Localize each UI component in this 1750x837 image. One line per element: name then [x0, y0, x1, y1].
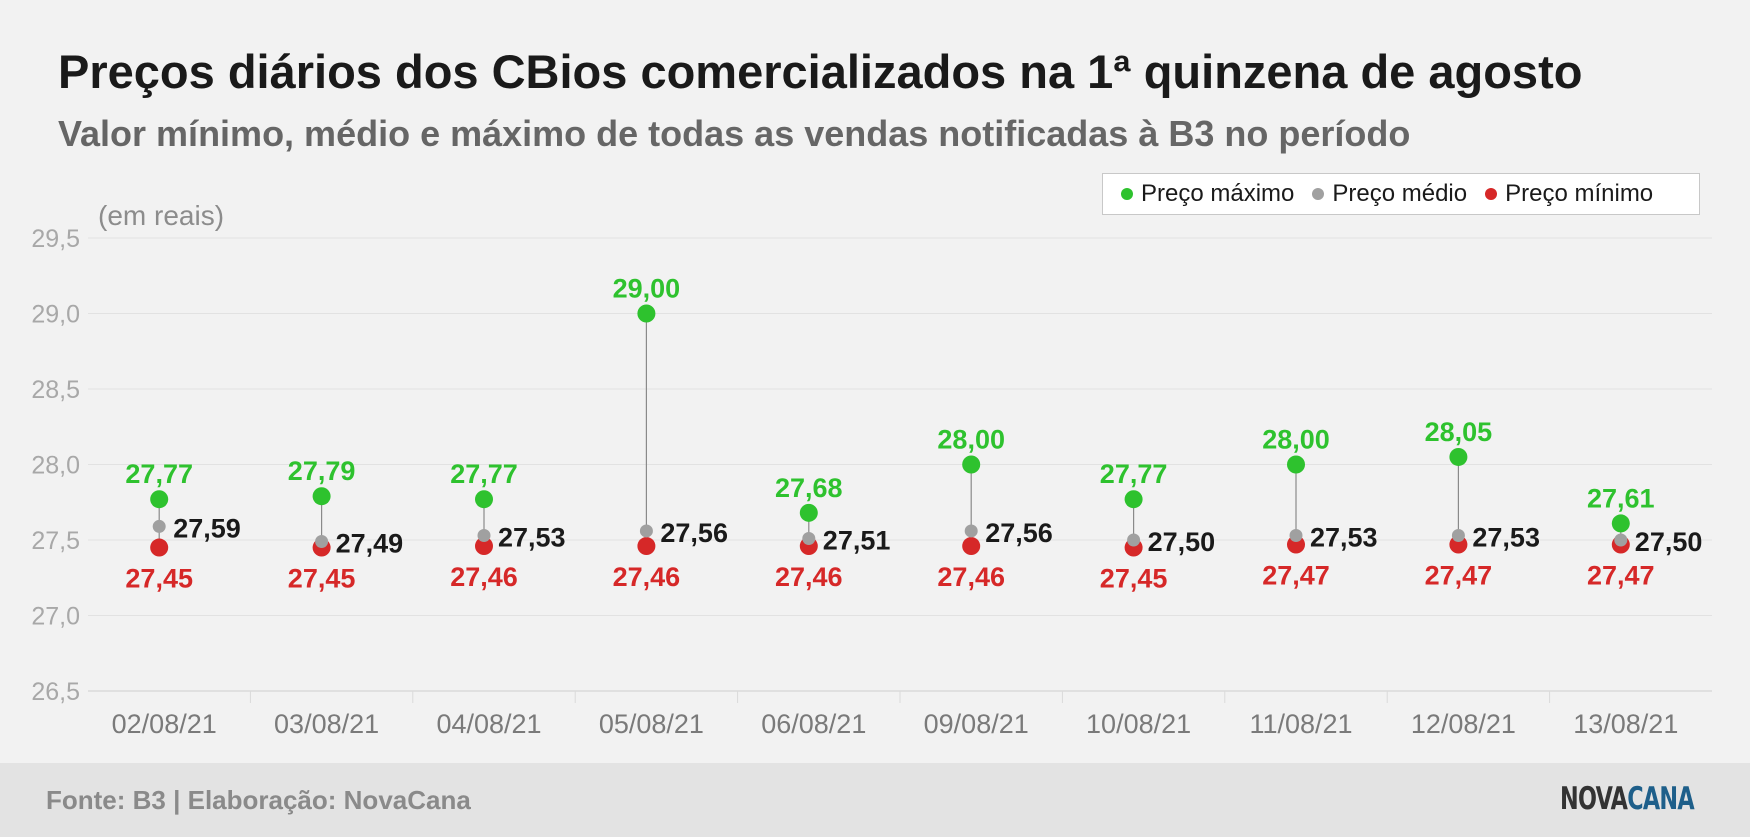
max-point: [962, 455, 981, 474]
min-point: [637, 537, 656, 556]
min-value-label: 27,47: [1262, 561, 1330, 591]
legend-item-min: Preço mínimo: [1485, 180, 1653, 208]
x-tick-label: 02/08/21: [112, 709, 217, 739]
avg-point: [1289, 528, 1303, 542]
min-value-label: 27,45: [125, 564, 193, 594]
max-point: [1611, 514, 1630, 533]
chart-plot: 29,5 29,0 28,5 28,0 27,5 27,0 26,5 02/08/21 03/0…: [31, 225, 1712, 739]
max-point: [1287, 455, 1305, 474]
max-point: [1124, 490, 1143, 509]
max-value-label: 29,00: [613, 274, 681, 304]
source-note: Fonte: B3 | Elaboração: NovaCana: [46, 785, 471, 815]
min-point: [962, 537, 981, 556]
chart-legend: Preço máximo Preço médio Preço mínimo: [1102, 173, 1700, 215]
avg-value-label: 27,51: [823, 525, 891, 555]
y-tick-label: 27,5: [31, 527, 80, 555]
max-value-label: 27,77: [125, 459, 193, 489]
x-tick-label: 03/08/21: [274, 709, 379, 739]
avg-value-label: 27,56: [660, 518, 728, 548]
novacana-logo: NOVACANA: [1560, 781, 1695, 817]
min-point: [475, 537, 493, 556]
max-value-label: 27,61: [1587, 483, 1655, 513]
avg-point: [152, 519, 166, 533]
max-point: [475, 490, 493, 509]
min-value-label: 27,47: [1587, 561, 1655, 591]
x-tick-label: 09/08/21: [924, 709, 1029, 739]
min-value-label: 27,45: [1100, 564, 1168, 594]
min-value-label: 27,46: [937, 562, 1005, 592]
y-tick-label: 27,0: [31, 603, 80, 631]
legend-dot-min: [1485, 188, 1498, 200]
footer: Fonte: B3 | Elaboração: NovaCana NOVACAN…: [0, 763, 1750, 837]
min-value-label: 27,46: [613, 562, 681, 592]
x-tick-label: 04/08/21: [436, 709, 541, 739]
x-tick-label: 13/08/21: [1573, 709, 1678, 739]
y-tick-label: 28,0: [31, 452, 80, 480]
max-value-label: 28,00: [1262, 425, 1330, 455]
max-value-label: 27,68: [775, 473, 843, 503]
max-point: [312, 487, 331, 506]
avg-value-label: 27,53: [498, 522, 566, 552]
max-point: [1449, 447, 1468, 466]
min-point: [150, 538, 169, 557]
avg-value-label: 27,50: [1148, 527, 1216, 557]
min-value-label: 27,46: [450, 562, 518, 592]
logo-part-nova: NOVA: [1560, 781, 1628, 817]
legend-label-avg: Preço médio: [1332, 180, 1468, 207]
min-value-label: 27,45: [288, 564, 356, 594]
legend-item-max: Preço máximo: [1121, 180, 1294, 208]
min-value-label: 27,47: [1425, 561, 1493, 591]
x-tick-label: 05/08/21: [599, 709, 704, 739]
x-tick-label: 12/08/21: [1411, 709, 1516, 739]
y-tick-label: 29,0: [31, 301, 80, 329]
avg-point: [477, 528, 491, 542]
chart-subtitle: Valor mínimo, médio e máximo de todas as…: [58, 113, 1411, 154]
x-tick-label: 11/08/21: [1249, 709, 1352, 739]
avg-value-label: 27,53: [1310, 522, 1378, 552]
avg-value-label: 27,49: [336, 529, 404, 559]
avg-value-label: 27,53: [1472, 522, 1540, 552]
avg-value-label: 27,50: [1635, 527, 1703, 557]
max-point: [799, 503, 818, 522]
max-value-label: 27,77: [450, 459, 518, 489]
min-value-label: 27,46: [775, 562, 843, 592]
avg-point: [315, 535, 329, 549]
avg-point: [964, 524, 978, 538]
logo-part-cana: CANA: [1627, 781, 1694, 817]
legend-dot-max: [1121, 188, 1133, 200]
avg-point: [1451, 528, 1465, 542]
avg-value-label: 27,59: [173, 513, 241, 543]
x-tick-label: 10/08/21: [1086, 709, 1191, 739]
avg-point: [802, 531, 816, 545]
y-unit-label: (em reais): [98, 200, 225, 231]
y-tick-label: 28,5: [31, 376, 80, 404]
max-point: [150, 490, 169, 509]
avg-point: [1614, 533, 1628, 547]
max-value-label: 28,00: [937, 425, 1005, 455]
legend-item-avg: Preço médio: [1312, 180, 1467, 208]
avg-value-label: 27,56: [985, 518, 1053, 548]
max-value-label: 28,05: [1425, 417, 1493, 447]
avg-point: [1127, 533, 1141, 547]
max-value-label: 27,77: [1100, 459, 1168, 489]
max-value-label: 27,79: [288, 456, 356, 486]
y-tick-label: 26,5: [31, 678, 80, 706]
legend-dot-avg: [1312, 188, 1325, 200]
x-tick-label: 06/08/21: [761, 709, 866, 739]
y-tick-label: 29,5: [31, 225, 80, 253]
legend-label-max: Preço máximo: [1141, 180, 1295, 207]
max-point: [637, 304, 656, 323]
legend-label-min: Preço mínimo: [1505, 180, 1654, 207]
chart-title: Preços diários dos CBios comercializados…: [58, 45, 1583, 98]
avg-point: [639, 524, 653, 538]
